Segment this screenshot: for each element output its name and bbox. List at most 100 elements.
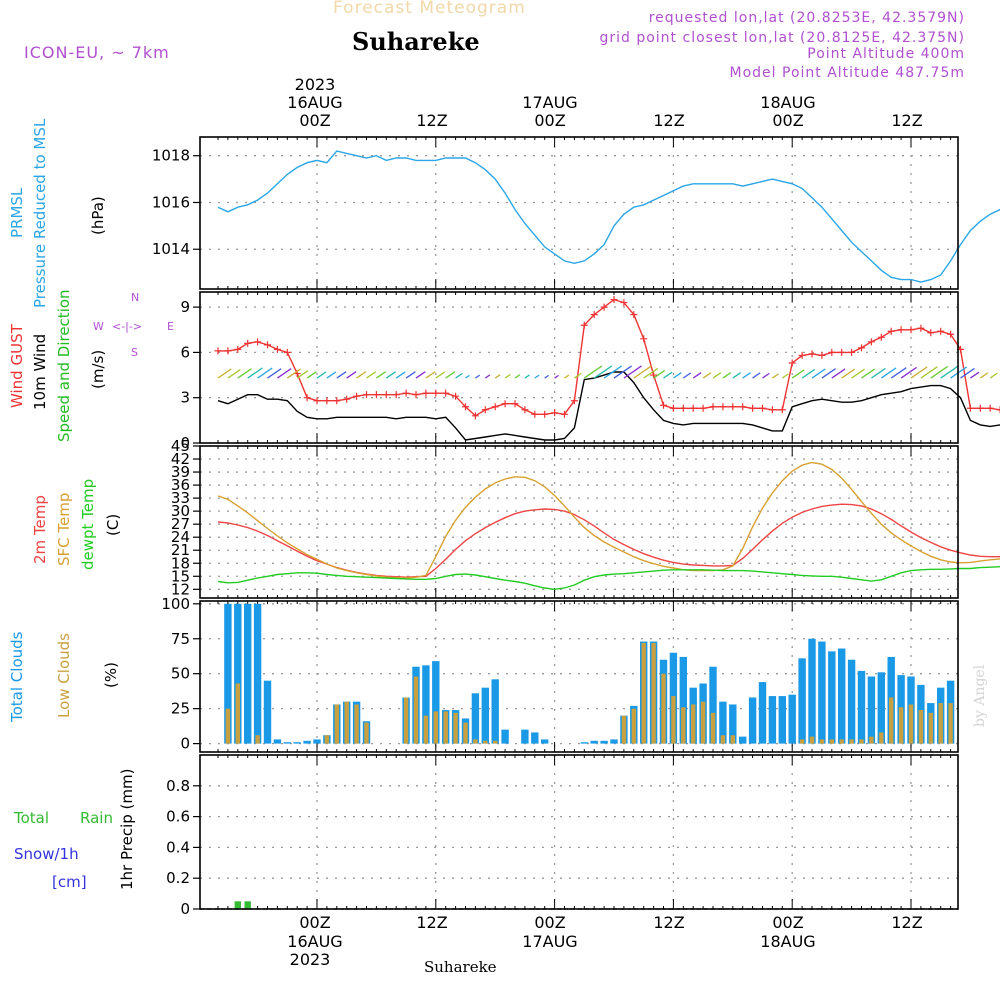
low-clouds-bar (344, 701, 349, 744)
gust-marker (432, 389, 440, 397)
wind-direction-arrow (801, 368, 816, 379)
legend-total-label: Total (14, 809, 50, 827)
total-clouds-bar (847, 659, 856, 744)
gust-marker (541, 410, 549, 418)
wind-direction-arrow (475, 374, 481, 379)
wind-direction-arrow (821, 368, 836, 379)
wind-direction-arrow (742, 372, 751, 379)
wind-direction-arrow (395, 371, 406, 379)
gust-marker (640, 335, 648, 343)
gust-marker (501, 400, 509, 408)
wind-direction-arrow (504, 373, 511, 379)
compass-north: N (131, 291, 140, 304)
gust-marker (838, 348, 846, 356)
low-clouds-bar (324, 735, 330, 744)
wind-direction-arrow (564, 374, 570, 379)
gust-marker (224, 347, 232, 355)
panel-frame (199, 445, 959, 599)
gust-marker (966, 404, 974, 412)
total-clouds-bar (244, 603, 252, 744)
gust-marker (442, 389, 450, 397)
wind-direction-arrow (366, 371, 377, 379)
gust-marker (570, 397, 578, 405)
low-clouds-bar (730, 735, 735, 744)
wind-direction-arrow (762, 372, 770, 379)
gust-marker (808, 350, 816, 358)
bottom-hour-label: 12Z (416, 913, 448, 932)
low-clouds-bar (671, 696, 676, 744)
gust-marker (996, 406, 1000, 414)
y-tick-label: 0 (180, 900, 190, 918)
y-tick-label: 0.4 (166, 838, 190, 856)
total-clouds-bar (719, 701, 727, 744)
y-tick-label: 100 (161, 595, 190, 613)
panel-clouds: 0 25 50 75 100 (161, 595, 959, 753)
low-clouds-bar (879, 732, 884, 744)
low-clouds-bar (918, 710, 924, 744)
gust-marker (768, 406, 776, 414)
low-clouds-bar (700, 701, 706, 744)
wind-direction-arrow (296, 370, 309, 379)
total-clouds-bar (471, 693, 480, 744)
gust-marker (858, 344, 865, 352)
wind-direction-arrow (633, 365, 652, 379)
low-clouds-bar (651, 642, 656, 744)
low-clouds-bar (859, 739, 864, 744)
compass-south: S (131, 346, 138, 359)
total-clouds-bar (867, 676, 876, 744)
gust-marker (689, 404, 697, 412)
grid-point-coordinates: grid point closest lon,lat (20.8125E, 42… (599, 30, 965, 46)
low-clouds-bar (225, 708, 231, 744)
low-clouds-bar (423, 715, 429, 744)
meteogram-title: Forecast Meteogram (333, 0, 526, 18)
bottom-hour-label: 00Z (299, 913, 331, 932)
series-line-dewpt-temp (217, 566, 1000, 591)
gust-marker (739, 403, 747, 411)
top-hour-label: 00Z (299, 111, 331, 130)
gust-marker (897, 326, 905, 334)
wind-direction-arrow (405, 371, 416, 379)
series-line-sfc-temp (217, 461, 1000, 579)
low-clouds-bar (443, 711, 448, 744)
total-clouds-bar (768, 696, 777, 744)
panel-precip: 0 0.2 0.4 0.6 0.8 (166, 754, 959, 918)
wind-direction-arrow (732, 372, 742, 379)
wind-direction-arrow (692, 372, 702, 379)
total-clouds-bar (600, 740, 608, 744)
low-clouds-bar (354, 704, 359, 744)
gust-marker (828, 348, 836, 356)
total-clouds-bar (798, 658, 806, 744)
gust-marker (788, 359, 796, 367)
gust-marker (818, 351, 826, 359)
y-tick-label: 3 (180, 389, 190, 407)
top-date-label: 16AUG (287, 93, 343, 112)
gust-marker (214, 347, 222, 355)
wind-direction-arrow (435, 371, 446, 379)
total-clouds-bar (857, 670, 866, 744)
total-clouds-bar (224, 603, 232, 744)
gust-marker (452, 392, 460, 400)
model-name: ICON-EU, ~ 7km (24, 43, 170, 62)
low-clouds-bar (720, 735, 726, 744)
gust-marker (531, 410, 539, 418)
y-tick-label: 1018 (152, 147, 190, 165)
low-clouds-bar (839, 739, 844, 744)
y-tick-label: 50 (171, 665, 190, 683)
gust-marker (491, 403, 499, 411)
low-clouds-bar (473, 739, 478, 744)
bottom-date-label: 18AUG (760, 932, 816, 951)
gust-marker (402, 389, 410, 397)
total-clouds-bar (491, 679, 499, 744)
wind-direction-arrow (227, 368, 241, 379)
gust-marker (620, 299, 628, 307)
y-tick-label: 25 (171, 700, 190, 718)
low-clouds-bar (869, 736, 874, 744)
y-tick-label: 45 (171, 437, 190, 455)
low-clouds-bar (493, 740, 498, 744)
wind-direction-arrow (989, 372, 998, 379)
wind-direction-arrow (514, 374, 521, 379)
top-year-label: 2023 (294, 75, 336, 94)
gust-marker (986, 404, 994, 412)
gust-marker (521, 406, 529, 414)
